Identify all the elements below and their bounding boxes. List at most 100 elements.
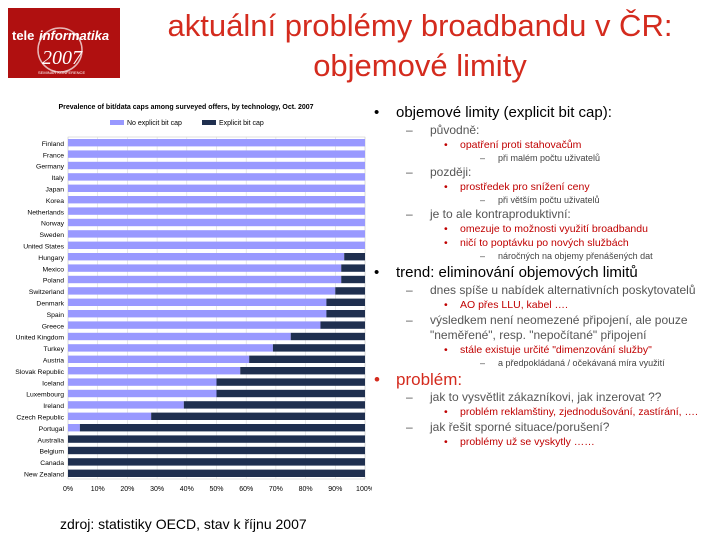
- source-note: zdroj: statistiky OECD, stav k říjnu 200…: [60, 516, 307, 532]
- bullet-text: jak to vysvětlit zákazníkovi, jak inzero…: [430, 390, 662, 404]
- category-label: Austria: [43, 358, 64, 365]
- bullet-level-2: • problémy už se vyskytly ……: [372, 436, 714, 449]
- bar-explicit-cap: [341, 264, 365, 272]
- bar-explicit-cap: [183, 401, 365, 409]
- x-tick-label: 50%: [209, 486, 223, 493]
- category-label: Switzerland: [29, 289, 64, 296]
- bullet-level-0: • problém:: [372, 371, 714, 389]
- bit-cap-chart: Prevalence of bit/data caps among survey…: [15, 104, 372, 493]
- bullet-text: a předpokládaná / očekávaná míra využití: [498, 358, 665, 368]
- bullet-text: problém:: [396, 370, 463, 389]
- bar-no-cap: [68, 367, 241, 375]
- bullet-level-1: – později:: [372, 165, 714, 180]
- category-label: Italy: [52, 175, 65, 182]
- x-tick-label: 40%: [180, 486, 194, 493]
- logo-year: 2007: [42, 47, 83, 69]
- bullet-marker: –: [406, 123, 413, 137]
- category-label: Ireland: [43, 403, 64, 410]
- bullet-marker: •: [444, 406, 448, 418]
- logo-graphic: tele informatika 2007 SEMINÁŘ KONFERENCE: [8, 8, 120, 78]
- bullet-level-2: • omezuje to možnosti využití broadbandu: [372, 223, 714, 236]
- category-label: Portugal: [39, 426, 65, 433]
- bar-explicit-cap: [341, 275, 365, 284]
- bullet-marker: •: [444, 181, 448, 193]
- bar-explicit-cap: [249, 355, 365, 363]
- bullet-text: jak řešit sporné situace/porušení?: [430, 420, 610, 434]
- category-label: Australia: [38, 437, 65, 444]
- bar-no-cap: [68, 230, 365, 238]
- legend-label-2: Explicit bit cap: [219, 120, 264, 127]
- bullet-level-3: – při malém počtu uživatelů: [372, 152, 714, 164]
- bullet-level-0: • trend: eliminování objemových limitů: [372, 264, 714, 282]
- category-label: Sweden: [39, 232, 64, 239]
- category-label: Poland: [43, 278, 64, 285]
- category-label: Greece: [42, 323, 65, 330]
- bullet-text: opatření proti stahovačům: [460, 139, 582, 151]
- bar-explicit-cap: [68, 435, 365, 443]
- teleinformatika-logo: tele informatika 2007 SEMINÁŘ KONFERENCE: [8, 8, 120, 78]
- bullet-text: problém reklamštiny, zjednodušování, zas…: [460, 406, 698, 418]
- bar-no-cap: [68, 298, 327, 306]
- bar-no-cap: [68, 150, 365, 158]
- bullet-level-2: • problém reklamštiny, zjednodušování, za…: [372, 406, 714, 419]
- bullet-marker: –: [406, 390, 413, 404]
- bullet-text: trend: eliminování objemových limitů: [396, 264, 638, 281]
- bullet-list: • objemové limity (explicit bit cap): – pův…: [372, 102, 714, 449]
- bullet-text: problémy už se vyskytly ……: [460, 436, 595, 448]
- bar-no-cap: [68, 275, 342, 284]
- bullet-marker: –: [480, 195, 486, 205]
- bar-explicit-cap: [326, 310, 365, 318]
- category-label: Netherlands: [27, 209, 64, 216]
- x-tick-label: 90%: [328, 486, 342, 493]
- bar-explicit-cap: [344, 253, 365, 261]
- category-label: Hungary: [38, 255, 64, 262]
- bullet-level-0: • objemové limity (explicit bit cap):: [372, 104, 714, 122]
- bullet-marker: –: [480, 358, 486, 368]
- category-label: Spain: [47, 312, 65, 319]
- logo-line1b: informatika: [39, 28, 109, 43]
- bullet-level-2: • ničí to poptávku po nových službách: [372, 237, 714, 250]
- category-label: Turkey: [43, 346, 64, 353]
- bar-explicit-cap: [68, 446, 365, 455]
- bar-explicit-cap: [216, 389, 365, 398]
- category-label: Norway: [41, 221, 65, 228]
- bullet-text: omezuje to možnosti využití broadbandu: [460, 223, 648, 235]
- x-tick-label: 30%: [150, 486, 164, 493]
- category-label: United Kingdom: [16, 335, 65, 342]
- bullet-marker: •: [374, 264, 380, 281]
- bullet-marker: –: [406, 165, 413, 179]
- bullet-text: při větším počtu uživatelů: [498, 195, 600, 205]
- bullet-level-3: – a předpokládaná / očekávaná míra využit…: [372, 357, 714, 369]
- bar-explicit-cap: [216, 378, 365, 386]
- slide-title: aktuální problémy broadbandu v ČR: objem…: [130, 6, 710, 86]
- bar-explicit-cap: [290, 332, 365, 341]
- bar-no-cap: [68, 173, 365, 181]
- bullet-marker: •: [444, 237, 448, 249]
- bullet-marker: –: [480, 153, 486, 163]
- bar-explicit-cap: [79, 424, 365, 432]
- bullet-level-2: • stále existuje určité "dimenzování služ…: [372, 344, 714, 357]
- bar-no-cap: [68, 264, 342, 272]
- bar-no-cap: [68, 161, 365, 170]
- category-label: Luxembourg: [26, 392, 64, 399]
- category-label: France: [43, 152, 64, 159]
- category-label: Japan: [45, 187, 64, 194]
- chart-title: Prevalence of bit/data caps among survey…: [58, 104, 313, 111]
- bar-explicit-cap: [151, 412, 365, 420]
- bullet-marker: •: [444, 344, 448, 356]
- bullet-level-1: – dnes spíše u nabídek alternativních pos…: [372, 283, 714, 298]
- x-tick-label: 20%: [120, 486, 134, 493]
- bar-no-cap: [68, 287, 336, 295]
- x-tick-label: 60%: [239, 486, 253, 493]
- bar-no-cap: [68, 321, 321, 329]
- bar-no-cap: [68, 412, 152, 420]
- category-label: United States: [23, 244, 64, 251]
- bullet-level-2: • prostředek pro snížení ceny: [372, 181, 714, 194]
- bullet-level-1: – je to ale kontraproduktivní:: [372, 207, 714, 222]
- bar-explicit-cap: [326, 298, 365, 306]
- bar-explicit-cap: [320, 321, 365, 329]
- bar-no-cap: [68, 332, 291, 341]
- bar-explicit-cap: [68, 458, 365, 466]
- bullet-marker: –: [406, 313, 413, 327]
- bullet-text: prostředek pro snížení ceny: [460, 181, 590, 193]
